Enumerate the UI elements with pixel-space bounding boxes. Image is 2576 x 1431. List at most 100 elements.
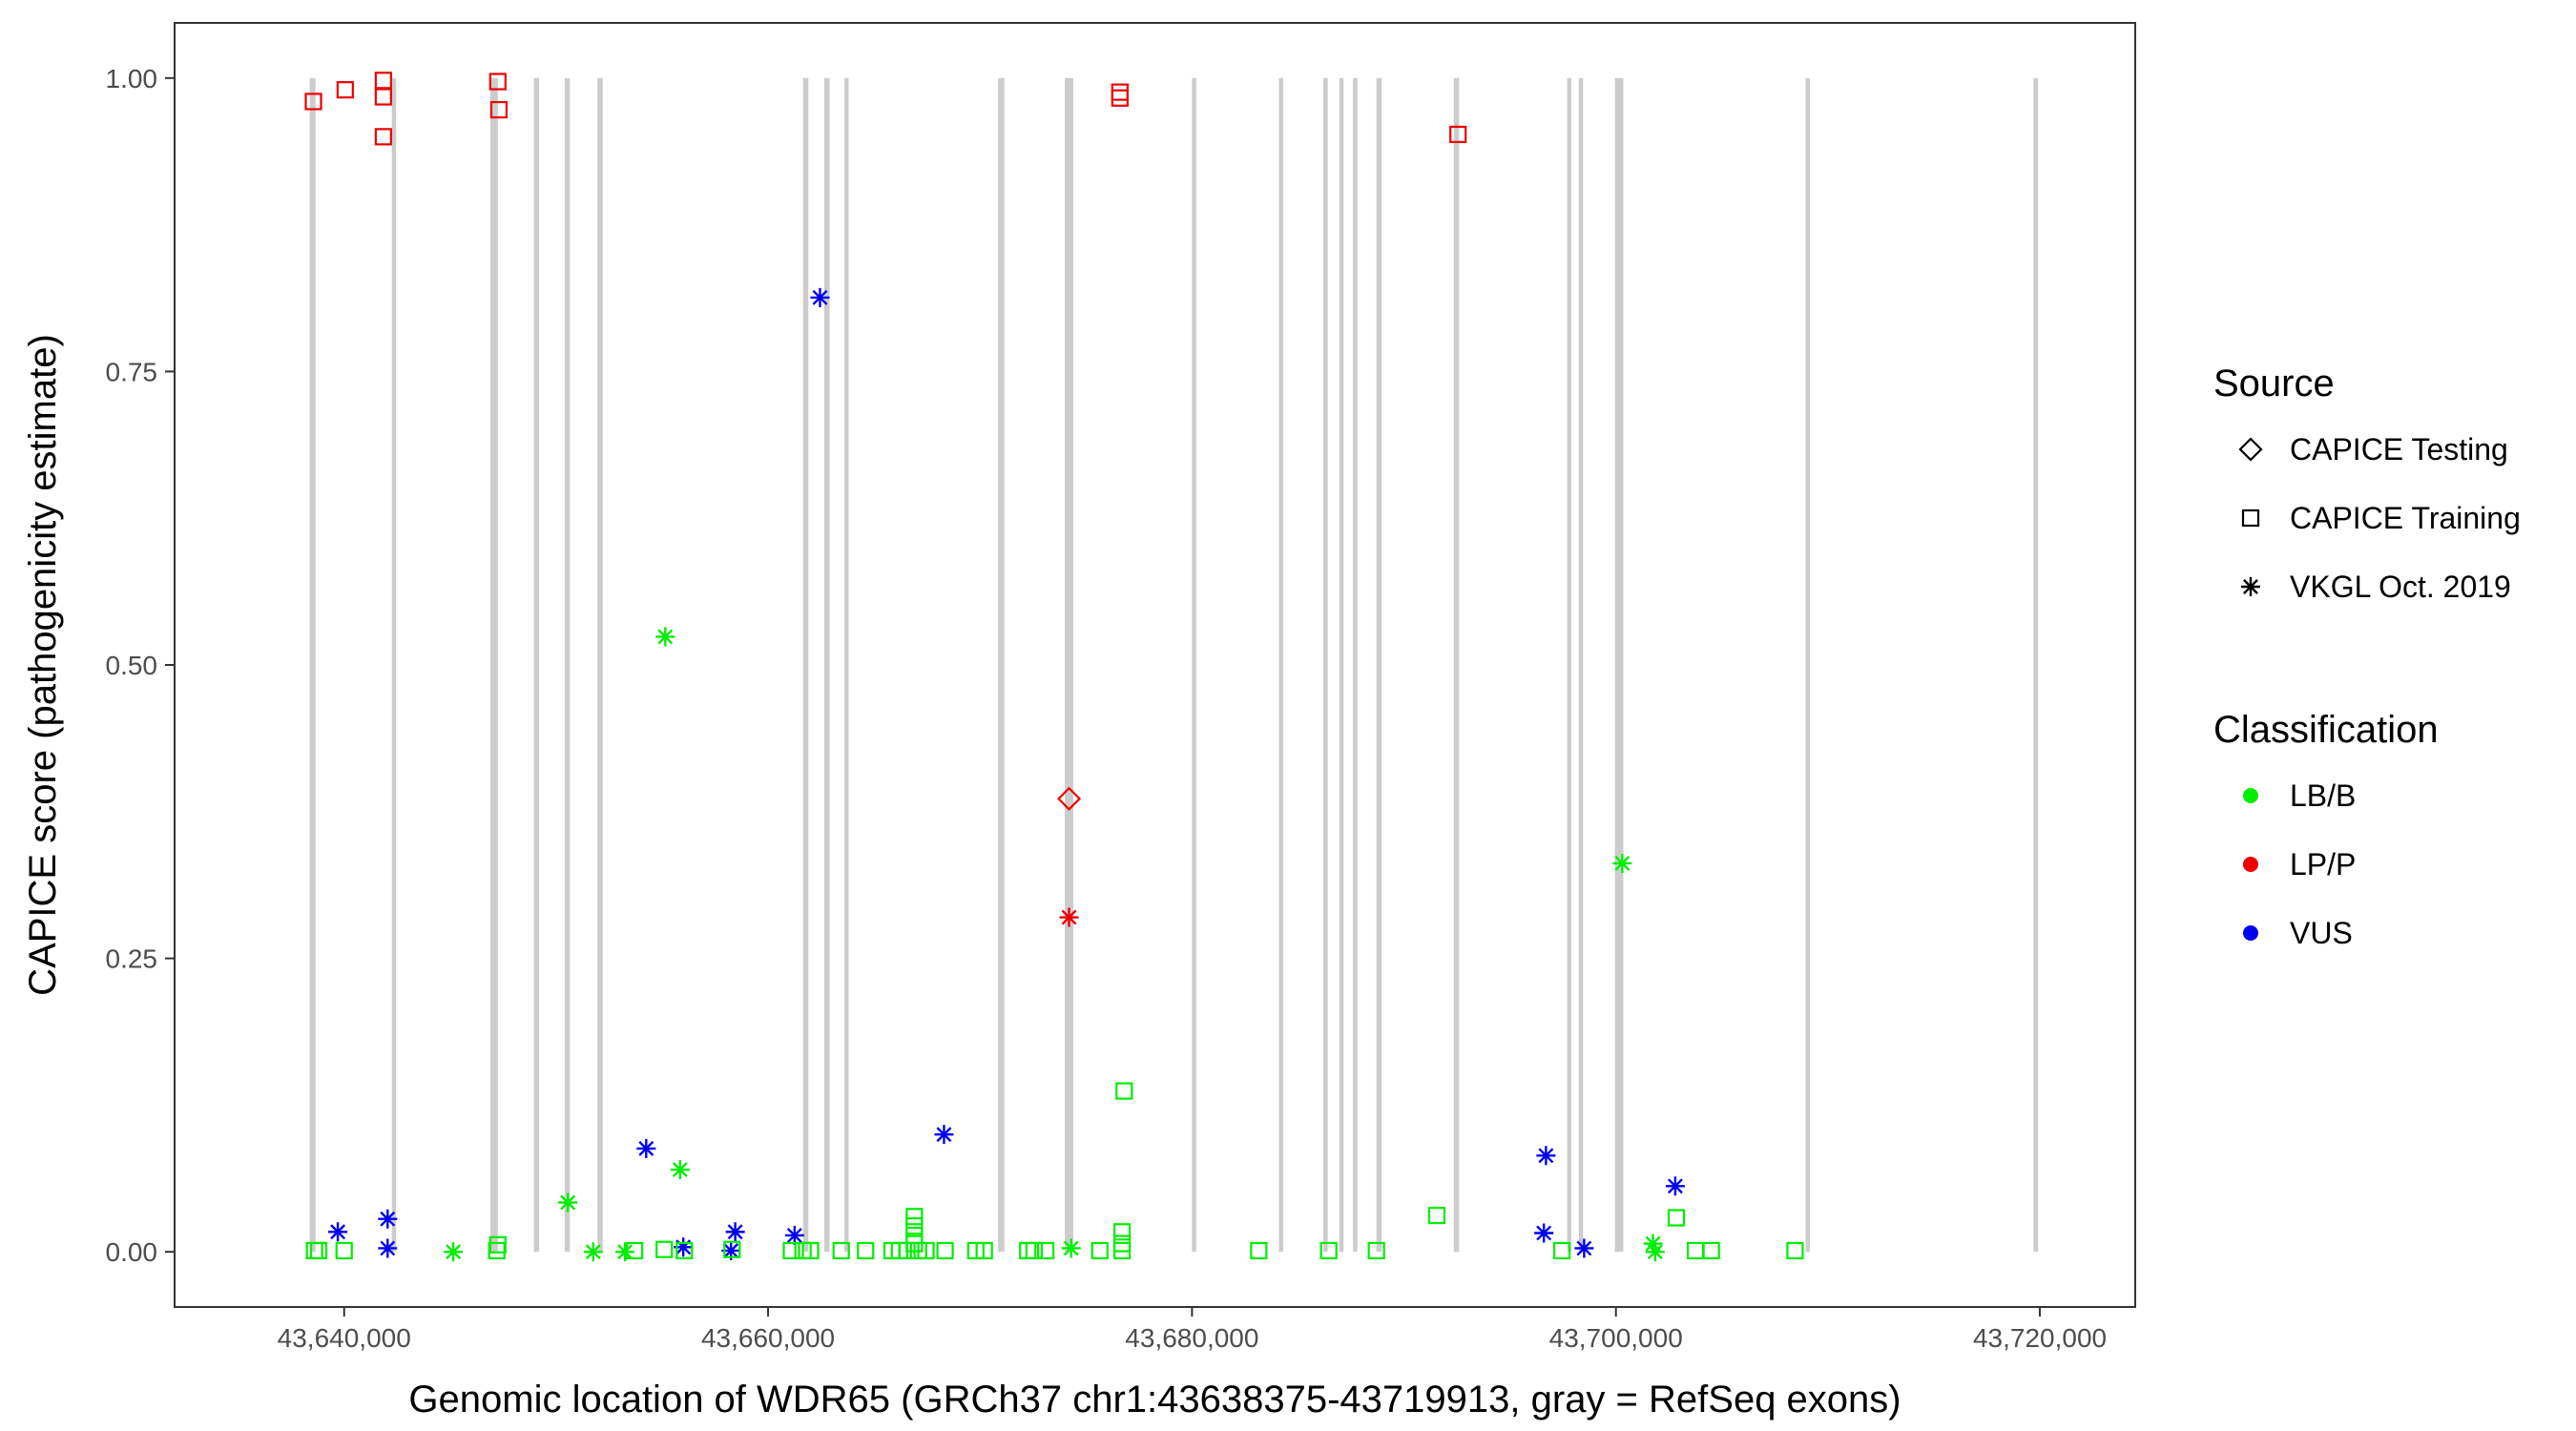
exon-band bbox=[490, 77, 498, 1253]
data-point bbox=[1427, 1206, 1446, 1225]
y-axis-title: CAPICE score (pathogenicity estimate) bbox=[22, 334, 64, 996]
data-point bbox=[905, 1208, 924, 1226]
exon-band bbox=[1453, 77, 1460, 1253]
exon-band bbox=[1614, 77, 1624, 1253]
data-point bbox=[1319, 1241, 1338, 1260]
exon-band bbox=[998, 77, 1005, 1253]
legend-key-dot bbox=[2243, 925, 2258, 941]
exon-band bbox=[823, 77, 830, 1253]
legend-key-dot bbox=[2243, 788, 2258, 803]
data-point bbox=[857, 1241, 875, 1260]
data-point bbox=[488, 1235, 507, 1254]
axes: 43,640,000 43,660,000 43,680,000 43,700,000… bbox=[106, 64, 2108, 1353]
legend-key-diamond bbox=[2238, 437, 2263, 462]
data-point bbox=[378, 1238, 398, 1258]
exon-band bbox=[1578, 77, 1584, 1253]
legend-label-source: VKGL Oct. 2019 bbox=[2290, 570, 2511, 604]
exon-band bbox=[1192, 77, 1196, 1253]
data-point bbox=[810, 287, 830, 307]
data-point bbox=[725, 1222, 745, 1242]
legend-label-source: CAPICE Training bbox=[2290, 501, 2521, 535]
y-tick-label: 0.25 bbox=[106, 944, 158, 974]
data-point bbox=[1061, 1238, 1081, 1258]
data-point bbox=[304, 93, 322, 111]
data-point bbox=[905, 1217, 924, 1235]
data-point bbox=[675, 1241, 694, 1260]
data-point bbox=[936, 1241, 954, 1260]
data-point bbox=[374, 88, 392, 106]
exon-band bbox=[1339, 77, 1344, 1253]
data-point bbox=[374, 128, 392, 146]
exon-band bbox=[533, 77, 540, 1253]
x-tick-label: 43,640,000 bbox=[278, 1323, 411, 1353]
y-tick-label: 0.00 bbox=[106, 1237, 158, 1267]
legend-label-classification: LP/P bbox=[2290, 847, 2356, 881]
exon-band bbox=[1567, 77, 1572, 1253]
data-point bbox=[723, 1240, 741, 1258]
data-point bbox=[625, 1241, 644, 1260]
legend-key-square bbox=[2241, 508, 2260, 528]
data-point bbox=[636, 1138, 656, 1158]
data-point bbox=[444, 1242, 464, 1262]
data-point bbox=[898, 1241, 916, 1260]
data-point bbox=[489, 100, 509, 119]
legend-title-classification: Classification bbox=[2213, 709, 2439, 751]
data-point bbox=[488, 1241, 506, 1260]
data-point bbox=[801, 1241, 820, 1260]
x-tick-label: 43,680,000 bbox=[1125, 1323, 1258, 1353]
data-point bbox=[1036, 1241, 1055, 1260]
data-point bbox=[1536, 1146, 1556, 1166]
exon-band bbox=[391, 77, 397, 1253]
data-point bbox=[1667, 1209, 1686, 1227]
data-point bbox=[1574, 1238, 1594, 1258]
exon-bands bbox=[309, 77, 2039, 1253]
exon-band bbox=[802, 77, 809, 1253]
exon-band bbox=[1805, 77, 1810, 1253]
x-tick-label: 43,660,000 bbox=[701, 1323, 835, 1353]
y-tick-label: 0.75 bbox=[106, 357, 158, 386]
data-point bbox=[488, 73, 507, 91]
data-point bbox=[975, 1241, 993, 1260]
exon-band bbox=[597, 77, 603, 1253]
exon-band bbox=[1353, 77, 1358, 1253]
data-point bbox=[1115, 1082, 1133, 1100]
data-point bbox=[1645, 1242, 1665, 1262]
exon-band bbox=[1065, 77, 1073, 1253]
data-point bbox=[1449, 125, 1467, 143]
exon-band bbox=[1278, 77, 1283, 1253]
data-point bbox=[309, 1241, 328, 1260]
data-point bbox=[615, 1242, 635, 1262]
data-point bbox=[655, 1240, 674, 1258]
data-point bbox=[832, 1241, 850, 1260]
data-point bbox=[1250, 1241, 1268, 1260]
legend-label-source: CAPICE Testing bbox=[2290, 432, 2508, 467]
data-point bbox=[1091, 1241, 1109, 1260]
data-point bbox=[558, 1192, 578, 1213]
data-point bbox=[917, 1241, 935, 1260]
exon-band bbox=[564, 77, 571, 1253]
exon-band bbox=[1323, 77, 1328, 1253]
exon-band bbox=[844, 77, 849, 1253]
data-point bbox=[1665, 1176, 1685, 1196]
exon-band bbox=[309, 77, 316, 1253]
exon-band bbox=[1376, 77, 1382, 1253]
data-point bbox=[1112, 1241, 1132, 1260]
data-point bbox=[782, 1241, 800, 1260]
data-point bbox=[655, 627, 675, 647]
legend-key-asterisk bbox=[2241, 577, 2260, 596]
y-tick-label: 0.50 bbox=[106, 651, 158, 680]
x-tick-label: 43,700,000 bbox=[1549, 1323, 1683, 1353]
data-point bbox=[1612, 853, 1632, 873]
legend: Source CAPICE Testing CAPICE Training VKGL … bbox=[2213, 363, 2521, 950]
data-point bbox=[374, 72, 392, 90]
exon-band bbox=[2033, 77, 2039, 1253]
data-point bbox=[1056, 786, 1082, 811]
x-tick-label: 43,720,000 bbox=[1973, 1323, 2107, 1353]
legend-label-classification: LB/B bbox=[2290, 778, 2356, 813]
data-point bbox=[1534, 1223, 1554, 1243]
data-point bbox=[1025, 1241, 1043, 1260]
data-points bbox=[304, 72, 1804, 1262]
data-point bbox=[1059, 907, 1079, 927]
